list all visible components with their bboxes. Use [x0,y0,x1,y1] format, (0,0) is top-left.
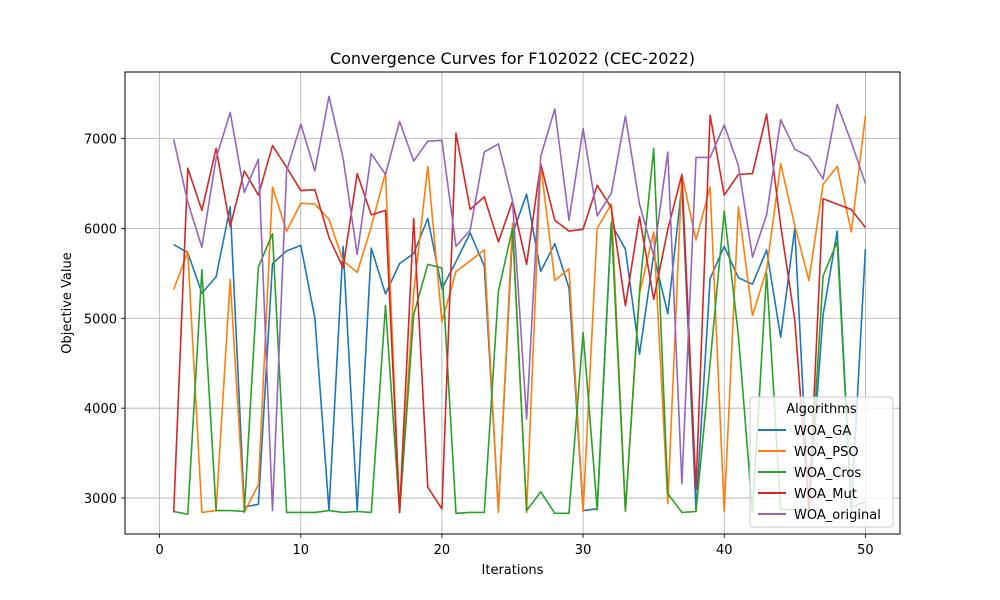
legend-title: Algorithms [786,402,857,417]
x-tick-label: 40 [716,543,733,558]
y-tick-label: 3000 [84,492,117,507]
legend-label: WOA_GA [794,424,851,439]
y-tick-label: 6000 [84,222,117,237]
x-tick-label: 10 [292,543,309,558]
y-tick-label: 5000 [84,312,117,327]
y-axis-label: Objective Value [60,252,75,353]
legend-label: WOA_PSO [794,445,859,460]
legend: Algorithms WOA_GAWOA_PSOWOA_CrosWOA_MutW… [749,396,894,528]
x-tick-label: 20 [434,543,451,558]
series-line-woa-mut [172,113,867,514]
legend-items: WOA_GA WOA_PSO WOA_Cros WOA_Mut WOA_original [758,424,881,523]
x-tick-label: 30 [575,543,592,558]
x-tick-label: 50 [857,543,874,558]
x-axis-label: Iterations [482,563,544,578]
x-tick-label: 0 [155,543,163,558]
y-tick-label: 4000 [84,402,117,417]
legend-label: WOA_original [794,508,881,523]
axis-ticks: 0 10 20 30 40 50 3000 4000 5000 6000 7000 [84,133,874,558]
series-line-woa-original [172,95,867,512]
y-tick-label: 7000 [84,133,117,148]
legend-label: WOA_Cros [794,466,861,481]
legend-label: WOA_Mut [794,487,857,502]
chart-title: Convergence Curves for F102022 (CEC-2022… [330,49,695,68]
plot-frame [124,71,901,535]
series-line-woa-ga [173,184,867,512]
